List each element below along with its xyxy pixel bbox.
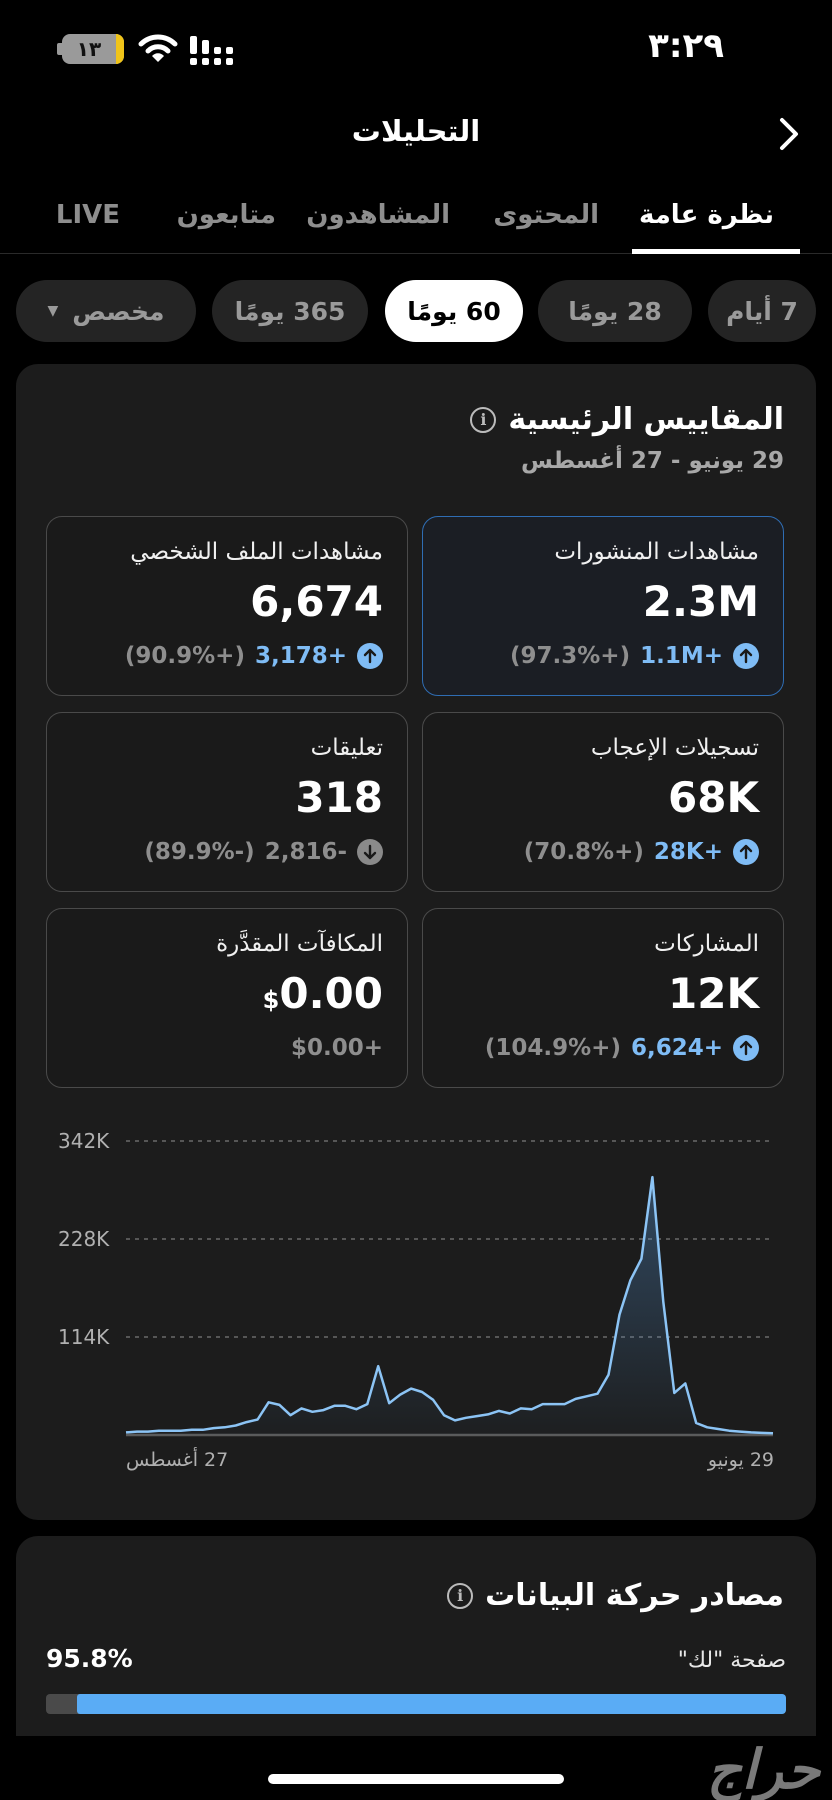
metric-value: 318 <box>295 773 383 822</box>
x-tick-end: 27 أغسطس <box>126 1449 229 1471</box>
key-metrics-title: المقاييس الرئيسية <box>508 402 784 437</box>
metric-value: 6,674 <box>250 577 383 626</box>
clock: ٣:٢٩ <box>648 26 724 66</box>
delta-absolute: $0.00+ <box>290 1035 383 1061</box>
metric-label: مشاهدات المنشورات <box>554 539 759 565</box>
delta-absolute: 2,816- <box>264 839 347 865</box>
metric-label: المشاركات <box>654 931 759 957</box>
traffic-sources-card: مصادر حركة البيانات i صفحة "لك" 95.8% <box>16 1536 816 1736</box>
key-metrics-heading: المقاييس الرئيسية i <box>470 402 784 437</box>
arrow-up-circle-icon <box>357 643 383 669</box>
metric-value: 68K <box>668 773 759 822</box>
tab-viewers[interactable]: المشاهدون <box>306 200 450 230</box>
metric-label: المكافآت المقدَّرة <box>216 931 383 957</box>
delta-absolute: 3,178+ <box>254 643 347 669</box>
tab-followers[interactable]: متابعون <box>176 200 276 230</box>
range-7-days[interactable]: 7 أيام <box>708 280 816 342</box>
y-tick-228k: 228K <box>58 1227 110 1251</box>
delta-percent: (97.3%+) <box>510 643 631 669</box>
date-range-label: 29 يونيو - 27 أغسطس <box>520 448 784 474</box>
metric-value: $0.00 <box>263 969 383 1018</box>
traffic-sources-heading: مصادر حركة البيانات i <box>447 1578 784 1613</box>
arrow-up-circle-icon <box>733 839 759 865</box>
delta-absolute: 28K+ <box>653 839 723 865</box>
battery-level: ١٣ <box>76 37 102 61</box>
currency-symbol: $ <box>262 986 280 1014</box>
metric-label: مشاهدات الملف الشخصي <box>130 539 383 565</box>
arrow-up-circle-icon <box>733 643 759 669</box>
tab-live[interactable]: LIVE <box>55 200 120 230</box>
metric-delta: 2,816- (89.9%-) <box>144 839 383 865</box>
info-icon[interactable]: i <box>447 1582 474 1609</box>
tab-content[interactable]: المحتوى <box>493 200 599 230</box>
battery-charge-indicator <box>116 34 124 64</box>
metric-delta: 1.1M+ (97.3%+) <box>510 643 759 669</box>
metric-card-comments[interactable]: تعليقات 318 2,816- (89.9%-) <box>46 712 408 892</box>
battery-icon: ١٣ <box>62 34 124 64</box>
metric-card-shares[interactable]: المشاركات 12K 6,624+ (104.9%+) <box>422 908 784 1088</box>
arrow-up-circle-icon <box>733 1035 759 1061</box>
back-chevron-icon[interactable] <box>772 114 806 154</box>
traffic-source-bar-fill <box>77 1694 786 1714</box>
metric-value: 12K <box>668 969 759 1018</box>
metric-card-profile-views[interactable]: مشاهدات الملف الشخصي 6,674 3,178+ (90.9%… <box>46 516 408 696</box>
active-tab-indicator <box>632 249 800 254</box>
metric-value-number: 0.00 <box>279 969 383 1018</box>
status-bar: ١٣ ٣:٢٩ <box>0 0 832 100</box>
metric-delta: 6,624+ (104.9%+) <box>485 1035 759 1061</box>
delta-percent: (89.9%-) <box>144 839 255 865</box>
info-icon[interactable]: i <box>470 406 497 433</box>
delta-absolute: 1.1M+ <box>640 643 723 669</box>
range-365-days[interactable]: 365 يومًا <box>212 280 368 342</box>
range-custom-dropdown[interactable]: مخصص ▼ <box>16 280 196 342</box>
key-metrics-card: المقاييس الرئيسية i 29 يونيو - 27 أغسطس … <box>16 364 816 1520</box>
nav-header: التحليلات <box>0 104 832 164</box>
tab-overview[interactable]: نظرة عامة <box>638 200 774 230</box>
traffic-source-label: صفحة "لك" <box>677 1648 786 1673</box>
watermark-logo: حراج <box>706 1738 820 1800</box>
metric-card-likes[interactable]: تسجيلات الإعجاب 68K 28K+ (70.8%+) <box>422 712 784 892</box>
metric-label: تسجيلات الإعجاب <box>590 735 759 761</box>
metric-value: 2.3M <box>642 577 759 626</box>
tab-bar: نظرة عامة المحتوى المشاهدون متابعون LIVE <box>0 190 832 254</box>
range-60-days[interactable]: 60 يومًا <box>385 280 523 342</box>
home-indicator[interactable] <box>268 1774 564 1784</box>
cellular-signal-icon <box>190 36 233 65</box>
metric-delta: 3,178+ (90.9%+) <box>125 643 383 669</box>
traffic-source-bar <box>46 1694 786 1714</box>
page-title: التحليلات <box>351 114 481 148</box>
traffic-sources-title: مصادر حركة البيانات <box>485 1578 784 1613</box>
y-tick-342k: 342K <box>58 1129 110 1153</box>
caret-down-icon: ▼ <box>47 303 59 319</box>
range-28-days[interactable]: 28 يومًا <box>538 280 692 342</box>
delta-absolute: 6,624+ <box>630 1035 723 1061</box>
battery-nub <box>57 43 62 55</box>
metric-card-post-views[interactable]: مشاهدات المنشورات 2.3M 1.1M+ (97.3%+) <box>422 516 784 696</box>
delta-percent: (104.9%+) <box>484 1035 621 1061</box>
date-range-selector: 7 أيام 28 يومًا 60 يومًا 365 يومًا مخصص … <box>16 280 816 342</box>
metric-delta: $0.00+ <box>291 1035 383 1061</box>
metric-delta: 28K+ (70.8%+) <box>524 839 759 865</box>
wifi-icon <box>138 34 178 62</box>
delta-percent: (70.8%+) <box>523 839 644 865</box>
traffic-source-percent: 95.8% <box>46 1644 133 1673</box>
metric-card-estimated-rewards[interactable]: المكافآت المقدَّرة $0.00 $0.00+ <box>46 908 408 1088</box>
y-tick-114k: 114K <box>58 1325 110 1349</box>
delta-percent: (90.9%+) <box>124 643 245 669</box>
x-tick-start: 29 يونيو <box>707 1449 774 1471</box>
arrow-down-circle-icon <box>357 839 383 865</box>
metric-label: تعليقات <box>310 735 383 761</box>
range-custom-label: مخصص <box>72 296 165 326</box>
